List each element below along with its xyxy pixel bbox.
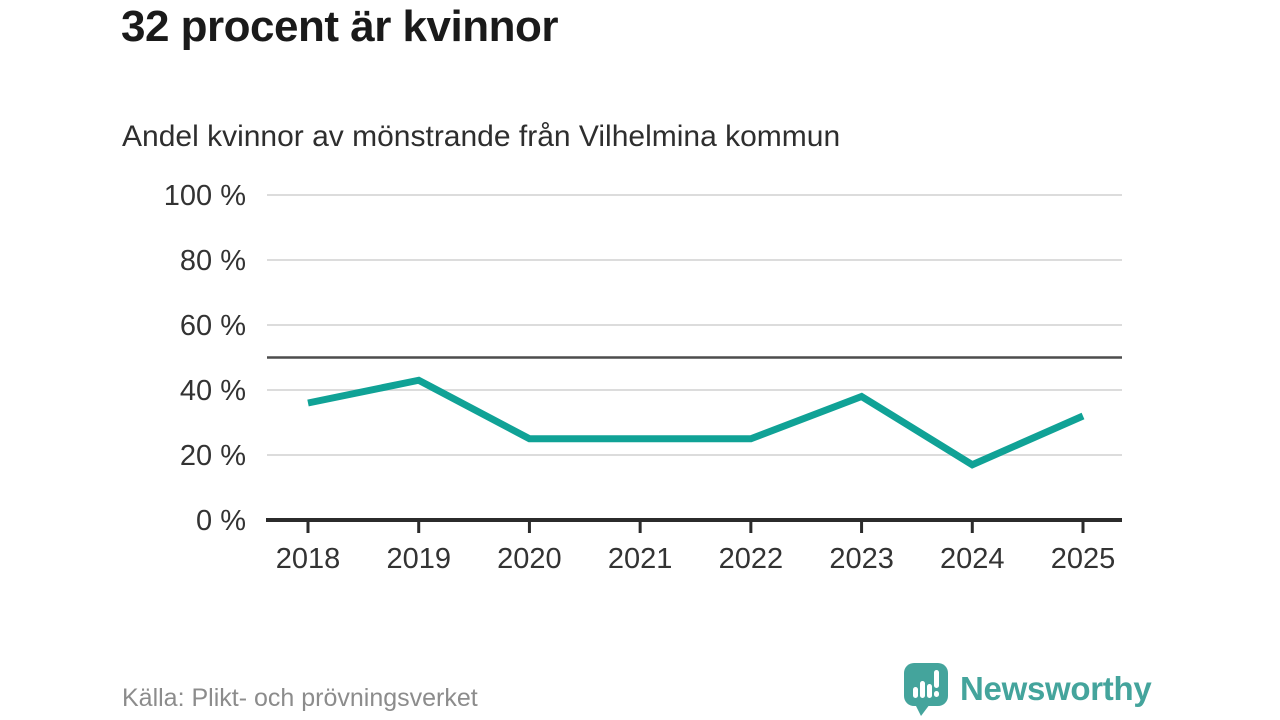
x-tick-label: 2022	[719, 543, 784, 575]
x-tick-label: 2023	[829, 543, 894, 575]
chart-subtitle: Andel kvinnor av mönstrande från Vilhelm…	[122, 120, 841, 153]
y-tick-label: 40 %	[180, 375, 246, 407]
x-tick-label: 2021	[608, 543, 673, 575]
newsworthy-logo-text: Newsworthy	[960, 670, 1152, 707]
newsworthy-logo: Newsworthy	[903, 662, 1152, 716]
y-tick-label: 0 %	[196, 505, 246, 537]
data-line	[307, 376, 1085, 469]
y-tick-label: 60 %	[180, 310, 246, 342]
newsworthy-logo-icon	[904, 663, 948, 716]
y-tick-label: 100 %	[164, 180, 246, 212]
x-tick-label: 2018	[276, 543, 341, 575]
chart-title: 32 procent är kvinnor	[121, 2, 558, 51]
y-tick-label: 20 %	[180, 440, 246, 472]
x-tick-label: 2020	[497, 543, 562, 575]
source-note: Källa: Plikt- och prövningsverket	[122, 684, 478, 712]
y-tick-label: 80 %	[180, 245, 246, 277]
x-tick-label: 2024	[940, 543, 1005, 575]
x-tick-label: 2019	[386, 543, 451, 575]
x-tick-label: 2025	[1051, 543, 1116, 575]
